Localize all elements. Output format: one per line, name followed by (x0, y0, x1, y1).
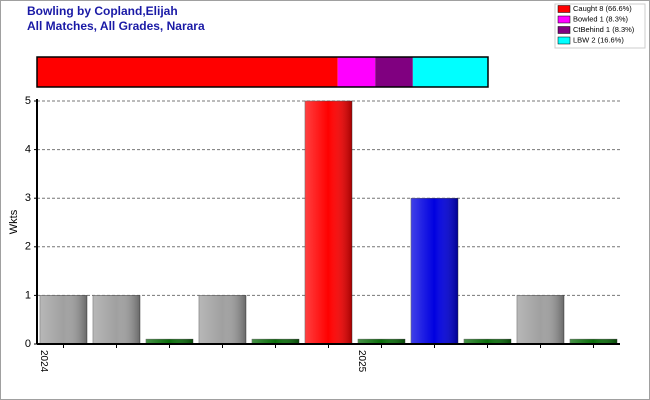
y-tick-label: 2 (25, 241, 31, 253)
y-tick-label: 5 (25, 95, 31, 107)
y-tick-label: 1 (25, 289, 31, 301)
legend-swatch (557, 15, 571, 24)
y-axis-label: Wkts (8, 209, 20, 234)
breakdown-segment (412, 57, 488, 87)
legend-swatch (557, 5, 571, 13)
y-tick-label: 0 (25, 338, 31, 350)
breakdown-frame (36, 56, 489, 88)
bar-shade (305, 101, 352, 344)
legend-label: LBW 2 (16.6%) (573, 35, 624, 44)
chart-title: Bowling by Copland,Elijah (27, 4, 178, 18)
bar-shade (252, 339, 299, 344)
breakdown-segment (337, 57, 376, 87)
legend-swatch (557, 26, 571, 34)
legend-label: CtBehind 1 (8.3%) (573, 25, 635, 34)
chart-subtitle: All Matches, All Grades, Narara (27, 19, 205, 33)
legend-label: Bowled 1 (8.3%) (573, 14, 629, 23)
bar-shade (464, 339, 511, 344)
bar-shade (570, 339, 617, 344)
legend-swatch (557, 36, 571, 45)
bar-shade (517, 295, 564, 344)
bar-shade (411, 198, 458, 344)
bar-shade (358, 339, 405, 344)
bar-shade (93, 295, 140, 344)
x-tick-label: 2025 (356, 350, 367, 373)
y-tick-label: 4 (25, 144, 31, 156)
bar-shade (199, 295, 246, 344)
y-tick-label: 3 (25, 192, 31, 204)
bar-shade (40, 295, 87, 344)
bar-shade (146, 339, 193, 344)
x-tick-label: 2024 (38, 350, 49, 373)
breakdown-segment (375, 57, 413, 87)
legend-label: Caught 8 (66.6%) (573, 4, 632, 13)
breakdown-segment (37, 57, 338, 87)
